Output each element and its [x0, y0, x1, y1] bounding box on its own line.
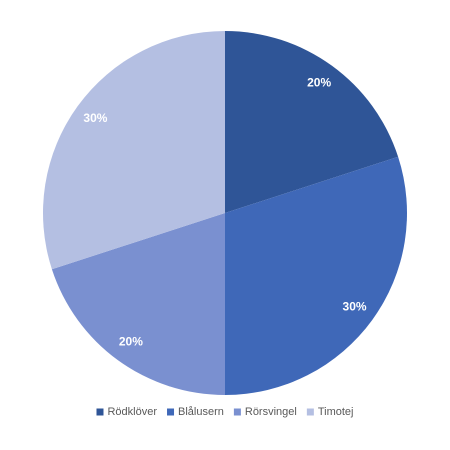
legend-label: Rödklöver	[107, 406, 157, 418]
pie-slice	[225, 156, 408, 396]
legend-swatch	[96, 408, 104, 416]
data-label: 30%	[83, 111, 107, 125]
legend-swatch	[167, 408, 175, 416]
legend-swatch	[233, 408, 241, 416]
legend-item: Rödklöver	[96, 406, 157, 418]
pie-slice	[42, 31, 225, 270]
legend-label: Rörsvingel	[245, 406, 297, 418]
data-label: 20%	[307, 76, 331, 90]
data-label: 20%	[119, 335, 143, 349]
legend-item: Rörsvingel	[233, 406, 297, 418]
legend-label: Blålusern	[178, 406, 224, 418]
legend-item: Timotej	[306, 406, 354, 418]
legend-label: Timotej	[318, 406, 354, 418]
pie-slice	[225, 31, 399, 213]
legend-item: Blålusern	[167, 406, 224, 418]
legend-swatch	[306, 408, 314, 416]
data-label: 30%	[343, 299, 367, 313]
pie-slice	[51, 213, 225, 395]
